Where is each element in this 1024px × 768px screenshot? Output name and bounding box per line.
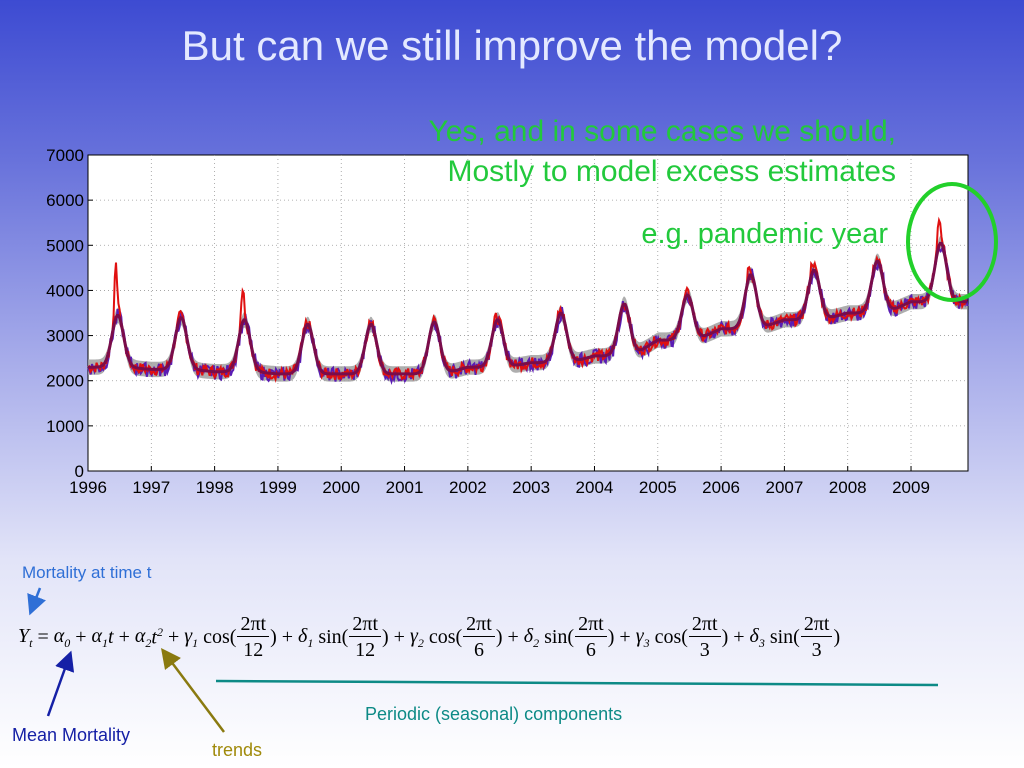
x-tick-label: 2007	[765, 478, 803, 497]
formula-sign: +	[728, 626, 750, 648]
callout-example: e.g. pandemic year	[641, 218, 888, 250]
fraction-denominator: 12	[355, 639, 376, 661]
formula-sign: +	[614, 626, 636, 648]
y-tick-label: 2000	[46, 372, 84, 391]
pandemic-highlight-circle	[906, 182, 998, 302]
x-tick-label: 2006	[702, 478, 740, 497]
x-tick-label: 2002	[449, 478, 487, 497]
formula-fraction: 2πt 3	[800, 612, 833, 663]
formula-function: sin(	[539, 626, 575, 648]
x-tick-label: 2004	[576, 478, 614, 497]
fraction-numerator: 2πt	[237, 612, 270, 637]
formula-coefficient: α1	[91, 624, 109, 650]
fraction-numerator: 2πt	[575, 612, 607, 637]
fraction-denominator: 6	[474, 639, 484, 661]
callout-line-2: Mostly to model excess estimates	[447, 155, 897, 188]
fraction-numerator: 2πt	[349, 612, 381, 637]
fraction-numerator: 2πt	[688, 612, 721, 637]
formula-subscript: 2	[417, 635, 424, 650]
x-tick-label: 1997	[132, 478, 170, 497]
formula-equals: =	[32, 626, 54, 648]
formula-variable: t2	[151, 625, 163, 649]
formula-function: sin(	[764, 626, 800, 648]
formula-coefficient: δ3	[749, 624, 765, 650]
formula-sign: +	[70, 626, 92, 648]
x-tick-label: 1999	[259, 478, 297, 497]
mortality-label: Mortality at time t	[22, 563, 152, 582]
y-tick-label: 5000	[46, 236, 84, 255]
formula-close-paren: )	[833, 626, 841, 648]
fitted-series	[88, 241, 967, 376]
formula-function: cos(	[198, 626, 237, 648]
formula-coefficient: γ3	[635, 624, 650, 650]
formula-function: cos(	[649, 626, 688, 648]
x-tick-label: 1996	[69, 478, 107, 497]
x-tick-label: 2005	[639, 478, 677, 497]
formula-lhs: Yt	[18, 624, 33, 650]
formula-function: sin(	[313, 626, 349, 648]
x-tick-label: 1998	[196, 478, 234, 497]
formula-coefficient: γ1	[184, 624, 199, 650]
regression-formula: Yt = α0 + α1 t + α2 t2 + γ1 cos(2πt 12) + δ…	[18, 612, 840, 663]
formula-subscript: 3	[643, 635, 650, 650]
formula-fraction: 2πt 12	[237, 612, 270, 663]
formula-subscript: 1	[102, 635, 109, 650]
formula-fraction: 2πt 6	[463, 612, 495, 663]
fraction-denominator: 6	[585, 639, 596, 661]
formula-variable: t	[108, 626, 114, 648]
y-tick-label: 4000	[46, 281, 84, 300]
formula-close-paren: )	[607, 626, 615, 648]
formula-close-paren: )	[382, 626, 389, 648]
formula-coefficient: δ1	[298, 624, 314, 650]
callout-text: Yes, and in some cases we should, Mostly…	[428, 112, 896, 192]
fraction-numerator: 2πt	[463, 612, 495, 637]
formula-sign: +	[162, 626, 185, 648]
mean-mortality-label: Mean Mortality	[12, 725, 131, 745]
formula-subscript: 3	[758, 635, 765, 650]
formula-close-paren: )	[495, 626, 503, 648]
y-tick-label: 6000	[46, 191, 84, 210]
trends-label: trends	[212, 740, 263, 760]
fraction-numerator: 2πt	[800, 612, 833, 637]
formula-sign: +	[388, 626, 410, 648]
formula-subscript: 2	[533, 635, 540, 650]
fraction-denominator: 12	[243, 639, 264, 661]
y-tick-label: 3000	[46, 327, 84, 346]
y-tick-label: 1000	[46, 417, 84, 436]
x-tick-label: 2000	[322, 478, 360, 497]
formula-fraction: 2πt 6	[575, 612, 607, 663]
formula-sign: +	[276, 626, 299, 648]
x-tick-label: 2008	[829, 478, 867, 497]
formula-sign: +	[113, 626, 135, 648]
periodic-label: Periodic (seasonal) components	[365, 704, 623, 724]
x-tick-label: 2001	[386, 478, 424, 497]
formula-superscript: 2	[156, 625, 163, 640]
y-tick-label: 0	[75, 462, 84, 481]
formula-coefficient: γ2	[409, 624, 424, 650]
formula-coefficient: δ2	[523, 624, 540, 650]
formula-subscript: 1	[192, 635, 199, 650]
formula-subscript: 1	[307, 635, 314, 650]
x-tick-label: 2009	[892, 478, 930, 497]
formula-subscript: 2	[145, 635, 152, 650]
fraction-denominator: 3	[811, 639, 822, 661]
formula-subscript: t	[29, 635, 33, 650]
formula-coefficient: α2	[134, 624, 152, 650]
slide-title: But can we still improve the model?	[181, 22, 843, 69]
formula-fraction: 2πt 3	[688, 612, 721, 663]
callout-line-1: Yes, and in some cases we should,	[428, 115, 896, 148]
x-tick-label: 2003	[512, 478, 550, 497]
fraction-denominator: 3	[699, 639, 710, 661]
formula-sign: +	[502, 626, 524, 648]
formula-coefficient: α0	[53, 624, 71, 650]
y-tick-label: 7000	[46, 146, 84, 165]
plot-area	[87, 154, 969, 472]
formula-function: cos(	[423, 626, 463, 648]
formula-subscript: 0	[64, 635, 71, 650]
formula-fraction: 2πt 12	[349, 612, 381, 663]
formula-close-paren: )	[270, 626, 277, 648]
formula-close-paren: )	[721, 626, 729, 648]
